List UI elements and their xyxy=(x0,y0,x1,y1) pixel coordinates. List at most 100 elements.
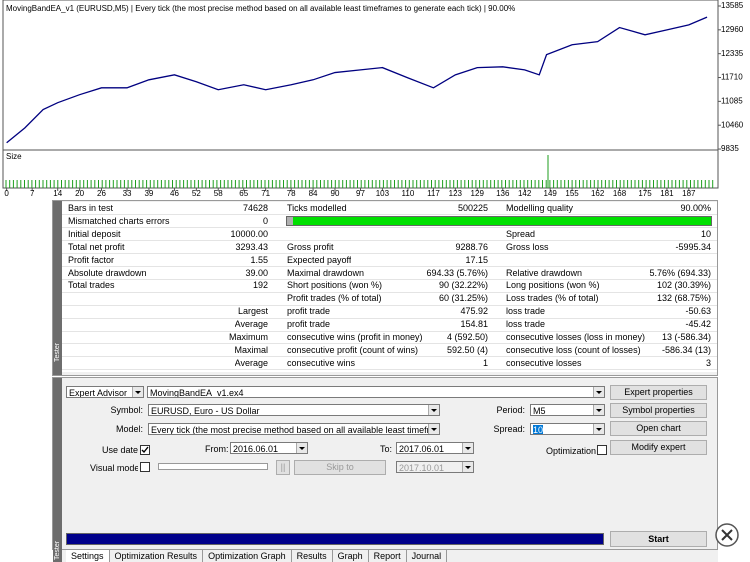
progress-bar xyxy=(66,533,604,545)
report-value: -5995.34 xyxy=(675,241,711,252)
x-tick-label: 149 xyxy=(544,189,558,198)
y-tick-label: 11710 xyxy=(721,73,743,82)
report-value: 13 (-586.34) xyxy=(661,332,711,342)
x-tick-label: 117 xyxy=(427,189,440,198)
x-tick-label: 52 xyxy=(192,189,201,198)
report-label: consecutive loss (count of losses) xyxy=(506,344,641,355)
y-tick-label: 11085 xyxy=(721,96,743,105)
row-line xyxy=(62,240,717,242)
y-tick-label: 10460 xyxy=(721,120,744,129)
tab[interactable]: Optimization Results xyxy=(110,550,204,562)
report-value: 5.76% (694.33) xyxy=(649,267,711,278)
chart-frame xyxy=(2,0,719,189)
report-value: 592.50 (4) xyxy=(446,344,488,355)
skip-date-select[interactable]: 2017.10.01 xyxy=(396,461,474,473)
report-label: Ticks modelled xyxy=(287,203,347,213)
x-tick-label: 26 xyxy=(97,189,106,198)
balance-line xyxy=(6,16,708,144)
x-tick-label: 110 xyxy=(402,189,415,198)
quality-bar xyxy=(286,216,712,226)
report-label: profit trade xyxy=(287,319,331,330)
x-tick-label: 155 xyxy=(565,189,579,198)
report-value: 60 (31.25%) xyxy=(438,293,488,304)
row-line xyxy=(62,369,717,371)
x-tick-label: 65 xyxy=(239,189,248,198)
tab[interactable]: Optimization Graph xyxy=(203,550,292,562)
report-value: -586.34 (13) xyxy=(661,344,711,355)
row-line xyxy=(62,227,717,229)
report-label: Total net profit xyxy=(68,241,125,252)
report-value: 0 xyxy=(262,215,268,226)
report-label: consecutive losses xyxy=(506,357,582,368)
row-line xyxy=(62,330,717,332)
report-label: profit trade xyxy=(287,306,331,317)
expert-type-select[interactable]: Expert Advisor xyxy=(66,386,144,398)
side-strip xyxy=(53,378,62,562)
model: Every tick (the most precise method base… xyxy=(151,425,439,435)
size-bars xyxy=(5,155,714,188)
expert-properties-button[interactable]: Expert properties xyxy=(610,385,707,400)
spread-select[interactable]: 10 xyxy=(530,423,605,435)
x-tick-label: 181 xyxy=(660,189,674,198)
report-value: 74628 xyxy=(242,203,268,213)
report-value: 132 (68.75%) xyxy=(656,293,711,304)
report-label: Long positions (won %) xyxy=(506,280,600,291)
tab[interactable]: Results xyxy=(292,550,333,562)
speed-slider[interactable] xyxy=(158,463,268,470)
tab[interactable]: Settings xyxy=(66,550,110,562)
to-select[interactable]: 2017.06.01 xyxy=(396,442,474,454)
row-line xyxy=(62,356,717,358)
expert-file-select[interactable]: MovingBandEA_v1.ex4 xyxy=(147,386,605,398)
report-value: 10000.00 xyxy=(230,228,268,239)
row-line xyxy=(62,291,717,293)
report-label: Spread xyxy=(506,228,536,239)
report-value: 90 (32.22%) xyxy=(438,280,488,291)
row-line xyxy=(62,343,717,345)
spread-label: Spread: xyxy=(493,424,525,434)
report-label: Total trades xyxy=(68,280,115,291)
report-value: -45.42 xyxy=(685,319,711,330)
tab[interactable]: Graph xyxy=(333,550,369,562)
side-label: Tester xyxy=(54,540,61,560)
optimization-checkbox[interactable] xyxy=(597,445,607,455)
from-label: From: xyxy=(205,444,228,454)
visual-mode-checkbox[interactable] xyxy=(140,462,150,472)
report-value: 475.92 xyxy=(460,306,488,317)
modify-expert-button[interactable]: Modify expert xyxy=(610,440,707,455)
tab[interactable]: Journal xyxy=(407,550,448,562)
close-icon[interactable] xyxy=(714,522,740,548)
x-tick-label: 71 xyxy=(261,189,270,198)
report-label: Initial deposit xyxy=(68,228,121,239)
expert-type: Expert Advisor xyxy=(69,388,128,398)
row-line xyxy=(62,253,717,255)
open-chart-button[interactable]: Open chart xyxy=(610,421,707,436)
start-button[interactable]: Start xyxy=(610,531,707,547)
model-select[interactable]: Every tick (the most precise method base… xyxy=(148,423,440,435)
symbol-properties-button[interactable]: Symbol properties xyxy=(610,403,707,418)
skip-to-button[interactable]: Skip to xyxy=(294,460,386,475)
use-date-checkbox[interactable] xyxy=(140,445,150,455)
tab[interactable]: Report xyxy=(369,550,407,562)
side-label: Tester xyxy=(54,342,61,362)
x-tick-label: 129 xyxy=(471,189,485,198)
x-tick-label: 168 xyxy=(613,189,627,198)
report-label: Short positions (won %) xyxy=(287,280,383,291)
pause-button[interactable]: || xyxy=(276,460,290,475)
x-tick-label: 187 xyxy=(682,189,696,198)
report-label: Loss trades (% of total) xyxy=(506,293,599,304)
visual-mode-label: Visual mode xyxy=(90,463,138,473)
symbol-select[interactable]: EURUSD, Euro - US Dollar xyxy=(148,404,440,416)
row-line xyxy=(62,266,717,267)
report-value: 3 xyxy=(705,357,711,368)
optimization-label: Optimization xyxy=(545,446,596,456)
report-value: 192 xyxy=(252,280,268,291)
report-label: consecutive wins xyxy=(287,357,356,368)
y-tick-label: 12960 xyxy=(721,25,744,34)
x-tick-label: 14 xyxy=(53,189,62,198)
from-select[interactable]: 2016.06.01 xyxy=(230,442,308,454)
from-date: 2016.06.01 xyxy=(233,444,279,454)
report-value: 90.00% xyxy=(680,203,711,213)
to-label: To: xyxy=(379,444,392,454)
report-value: 39.00 xyxy=(245,267,268,278)
period-select[interactable]: M5 xyxy=(530,404,605,416)
